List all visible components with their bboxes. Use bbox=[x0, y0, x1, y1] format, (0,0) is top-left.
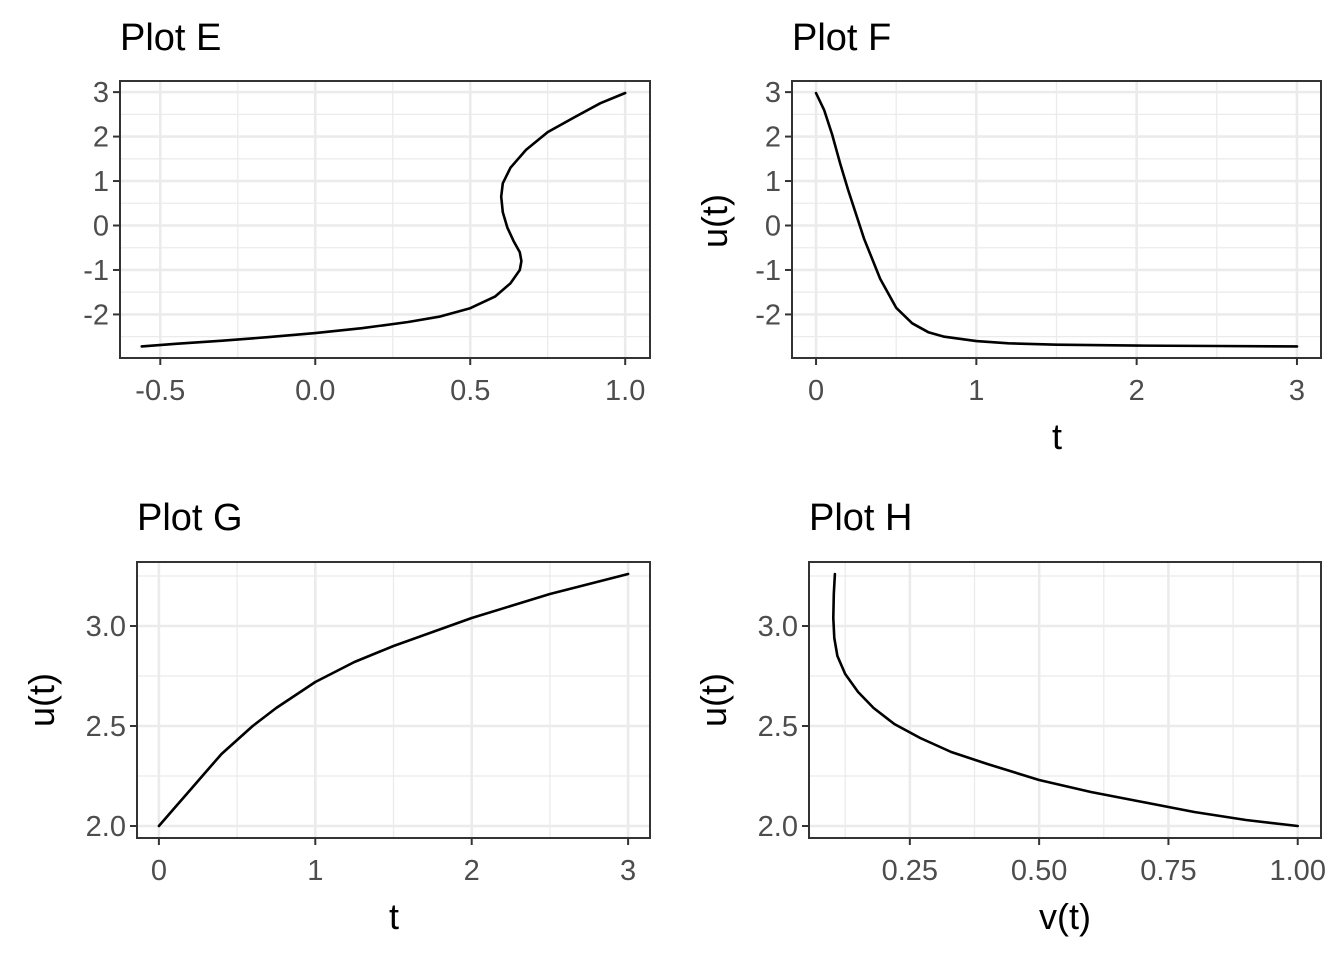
y-tick-label: 0 bbox=[93, 211, 109, 243]
x-tick-label: 0.50 bbox=[1011, 855, 1067, 887]
plot-area: 0 1 2 3 2.0 2.5 3.0 bbox=[86, 561, 651, 887]
x-tick-label: 2 bbox=[1129, 375, 1145, 407]
y-tick-label: 2 bbox=[765, 122, 781, 154]
panel-plot-g: Plot G 0 1 2 3 2.0 2.5 3.0 t u(t) bbox=[21, 497, 651, 937]
y-tick-label: -2 bbox=[755, 299, 781, 331]
panel-plot-e: Plot E -0.5 0.0 0.5 1.0 -2 -1 0 1 2 3 bbox=[83, 17, 651, 407]
series-line bbox=[157, 572, 630, 828]
y-tick-label: -1 bbox=[755, 255, 781, 287]
x-tick-label: 1 bbox=[968, 375, 984, 407]
y-tick-label: -1 bbox=[83, 255, 109, 287]
panel-border bbox=[808, 561, 1322, 839]
x-tick-label: 0.5 bbox=[450, 375, 490, 407]
x-tick-label: 2 bbox=[464, 855, 480, 887]
y-axis-label: u(t) bbox=[693, 673, 734, 727]
plot-title: Plot F bbox=[792, 17, 891, 59]
plot-area: -0.5 0.0 0.5 1.0 -2 -1 0 1 2 3 bbox=[83, 77, 651, 407]
y-tick-label: 3.0 bbox=[86, 611, 126, 643]
x-axis-label: t bbox=[1052, 416, 1062, 457]
plot-title: Plot E bbox=[120, 17, 221, 59]
x-tick-label: 0.0 bbox=[295, 375, 335, 407]
plot-area: 0.25 0.50 0.75 1.00 2.0 2.5 3.0 bbox=[758, 561, 1326, 887]
panel-plot-h: Plot H 0.25 0.50 0.75 1.00 2.0 2.5 3.0 v(t) u(… bbox=[693, 497, 1326, 937]
panel-border bbox=[791, 80, 1322, 359]
x-tick-label: 3 bbox=[620, 855, 636, 887]
series-line bbox=[140, 91, 627, 348]
y-tick-label: 3 bbox=[93, 77, 109, 109]
x-tick-label: 0.25 bbox=[882, 855, 938, 887]
x-tick-label: -0.5 bbox=[135, 375, 185, 407]
x-axis-label: v(t) bbox=[1039, 896, 1091, 937]
plot-title: Plot G bbox=[137, 497, 243, 539]
series-line bbox=[814, 91, 1299, 348]
y-tick-label: 2.5 bbox=[86, 711, 126, 743]
series-line bbox=[832, 572, 1299, 828]
y-tick-label: 0 bbox=[765, 211, 781, 243]
y-tick-label: 1 bbox=[765, 166, 781, 198]
x-tick-label: 1.0 bbox=[605, 375, 645, 407]
y-tick-label: 3.0 bbox=[758, 611, 798, 643]
x-tick-label: 0 bbox=[151, 855, 167, 887]
x-tick-label: 1 bbox=[307, 855, 323, 887]
y-tick-label: 1 bbox=[93, 166, 109, 198]
x-tick-label: 0 bbox=[808, 375, 824, 407]
y-tick-label: 3 bbox=[765, 77, 781, 109]
y-axis-label: u(t) bbox=[21, 673, 62, 727]
y-tick-label: 2.0 bbox=[86, 811, 126, 843]
y-tick-label: 2.5 bbox=[758, 711, 798, 743]
x-tick-label: 1.00 bbox=[1270, 855, 1326, 887]
panel-plot-f: Plot F 0 1 2 3 -2 -1 0 1 2 3 t u(t) bbox=[694, 17, 1322, 457]
plot-area: 0 1 2 3 -2 -1 0 1 2 3 bbox=[755, 77, 1322, 407]
panel-border bbox=[119, 80, 651, 359]
plot-title: Plot H bbox=[809, 497, 912, 539]
x-axis-label: t bbox=[389, 896, 399, 937]
y-tick-label: 2.0 bbox=[758, 811, 798, 843]
x-tick-label: 3 bbox=[1289, 375, 1305, 407]
y-axis-label: u(t) bbox=[694, 194, 735, 248]
panel-border bbox=[136, 561, 651, 839]
y-tick-label: -2 bbox=[83, 299, 109, 331]
x-tick-label: 0.75 bbox=[1140, 855, 1196, 887]
y-tick-label: 2 bbox=[93, 122, 109, 154]
